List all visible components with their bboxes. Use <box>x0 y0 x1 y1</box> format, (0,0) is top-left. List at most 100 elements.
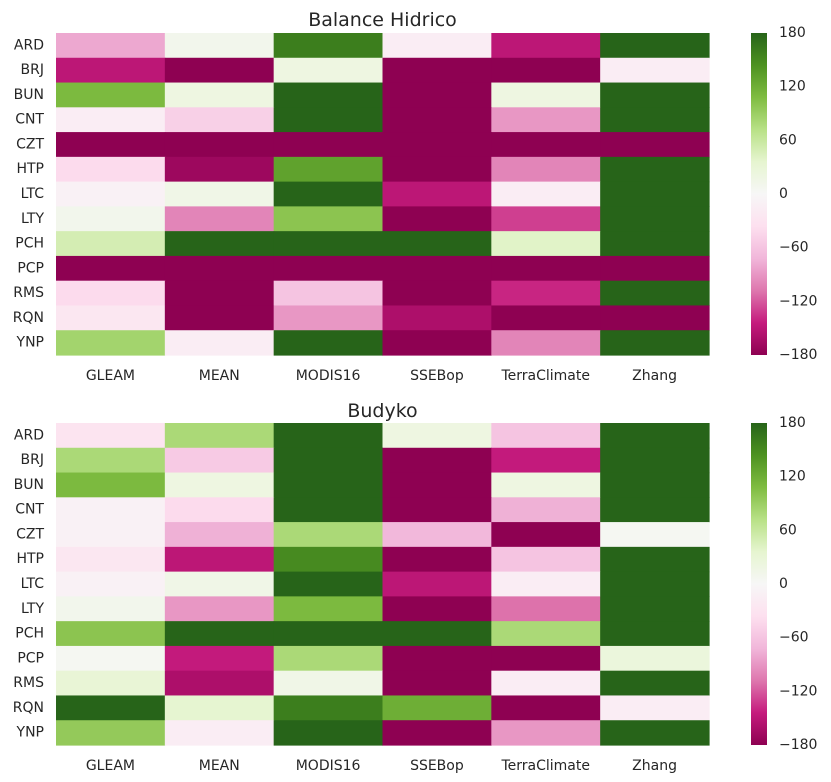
heatmap-cell-brj-ssebop <box>382 447 492 474</box>
heatmap-cell-czt-ssebop <box>382 132 492 158</box>
heatmap-cell-czt-gleam <box>56 522 166 548</box>
heatmap-cells <box>56 33 710 356</box>
heatmap-cell-lty-ssebop <box>382 596 492 622</box>
heatmap-cell-ltc-terraclimate <box>491 181 601 207</box>
heatmap-cell-ltc-gleam <box>56 571 166 597</box>
column-label-modis16: MODIS16 <box>296 368 361 384</box>
heatmap-cell-ard-ssebop <box>382 33 492 59</box>
row-label-brj: BRJ <box>21 62 44 78</box>
heatmap-cell-htp-ssebop <box>382 156 492 183</box>
heatmap-cell-pcp-gleam <box>56 645 166 672</box>
heatmap-cells <box>56 423 710 746</box>
column-label-zhang: Zhang <box>632 368 677 384</box>
heatmap-cell-rms-gleam <box>56 670 166 697</box>
heatmap-cell-bun-modis16 <box>273 472 384 498</box>
row-label-rqn: RQN <box>13 310 44 326</box>
heatmap-cell-cnt-modis16 <box>273 497 384 523</box>
row-label-lty: LTY <box>21 211 44 227</box>
heatmap-cell-pcp-modis16 <box>273 645 384 672</box>
heatmap-cell-pcp-zhang <box>600 645 710 672</box>
heatmap-cell-ynp-modis16 <box>273 330 384 356</box>
heatmap-cell-cnt-terraclimate <box>491 497 601 523</box>
colorbar-tick-label: 120 <box>779 79 806 95</box>
row-label-ynp: YNP <box>16 335 44 351</box>
heatmap-cell-rqn-gleam <box>56 305 166 331</box>
row-label-czt: CZT <box>16 526 44 542</box>
colorbar-tick-label: −180 <box>779 737 817 753</box>
heatmap-cell-czt-zhang <box>600 522 710 548</box>
heatmap-cell-czt-modis16 <box>273 522 384 548</box>
heatmap-cell-ynp-terraclimate <box>491 330 601 356</box>
heatmap-cell-ynp-zhang <box>600 330 710 356</box>
heatmap-cell-pcp-terraclimate <box>491 645 601 672</box>
column-label-ssebop: SSEBop <box>410 368 464 384</box>
heatmap-cell-cnt-ssebop <box>382 107 492 133</box>
heatmap-cell-ynp-mean <box>164 720 275 746</box>
heatmap-cell-ard-mean <box>164 423 275 449</box>
heatmap-cell-ynp-zhang <box>600 720 710 746</box>
row-label-bun: BUN <box>14 477 44 493</box>
heatmap-cell-lty-modis16 <box>273 206 384 232</box>
row-label-cnt: CNT <box>15 502 44 518</box>
heatmap-cell-czt-terraclimate <box>491 522 601 548</box>
heatmap-cell-ltc-mean <box>164 571 275 597</box>
heatmap-cell-rms-ssebop <box>382 670 492 697</box>
heatmap-cell-ard-modis16 <box>273 33 384 59</box>
heatmap-cell-htp-mean <box>164 156 275 183</box>
heatmap-cell-ynp-ssebop <box>382 330 492 356</box>
heatmap-cell-pch-ssebop <box>382 231 492 257</box>
heatmap-cell-brj-gleam <box>56 57 166 84</box>
heatmap-cell-cnt-gleam <box>56 107 166 133</box>
heatmap-cell-rms-modis16 <box>273 670 384 697</box>
heatmap-cell-ltc-modis16 <box>273 181 384 207</box>
heatmap-cell-bun-gleam <box>56 82 166 108</box>
heatmap-cell-ynp-gleam <box>56 720 166 746</box>
row-label-cnt: CNT <box>15 112 44 128</box>
heatmap-cell-bun-terraclimate <box>491 472 601 498</box>
column-label-gleam: GLEAM <box>86 758 135 774</box>
colorbar-tick-label: 180 <box>779 25 806 41</box>
chart-title: Budyko <box>347 400 417 422</box>
heatmap-cell-pch-mean <box>164 231 275 257</box>
heatmap-cell-htp-modis16 <box>273 546 384 573</box>
colorbar-tick-label: −120 <box>779 293 817 309</box>
chart-title: Balance Hidrico <box>308 9 457 31</box>
heatmap-cell-czt-mean <box>164 132 275 158</box>
colorbar-tick-label: 60 <box>779 132 797 148</box>
heatmap-cell-czt-terraclimate <box>491 132 601 158</box>
heatmap-cell-htp-terraclimate <box>491 156 601 183</box>
heatmap-cell-czt-zhang <box>600 132 710 158</box>
heatmap-cell-cnt-zhang <box>600 107 710 133</box>
heatmap-cell-cnt-terraclimate <box>491 107 601 133</box>
colorbar-tick-label: 0 <box>779 576 788 592</box>
heatmap-cell-lty-modis16 <box>273 596 384 622</box>
colorbar-gradient <box>751 423 767 745</box>
heatmap-cell-cnt-ssebop <box>382 497 492 523</box>
heatmap-cell-ard-zhang <box>600 423 710 449</box>
heatmap-cell-rqn-terraclimate <box>491 695 601 721</box>
heatmap-cell-ard-modis16 <box>273 423 384 449</box>
colorbar-tick-label: 180 <box>779 415 806 431</box>
row-label-pch: PCH <box>15 236 44 252</box>
row-label-htp: HTP <box>16 161 44 177</box>
heatmap-cell-brj-mean <box>164 57 275 84</box>
row-label-ard: ARD <box>14 427 44 443</box>
heatmap-panel-budyko: Budyko ARD BRJ BUN CNT CZT HTP LTC LTY PCH PCP RMS R… <box>13 400 818 774</box>
column-label-terraclimate: TerraClimate <box>500 368 590 384</box>
heatmap-cell-ard-terraclimate <box>491 423 601 449</box>
heatmap-cell-ard-gleam <box>56 33 166 59</box>
heatmap-cell-brj-modis16 <box>273 57 384 84</box>
column-label-gleam: GLEAM <box>86 368 135 384</box>
heatmap-cell-brj-gleam <box>56 447 166 474</box>
colorbar-tick-label: 0 <box>779 186 788 202</box>
heatmap-cell-brj-terraclimate <box>491 57 601 84</box>
heatmap-cell-pch-mean <box>164 621 275 647</box>
colorbar: 180 120 60 0 −60 −120 −180 <box>751 25 817 363</box>
heatmap-cell-ard-zhang <box>600 33 710 59</box>
heatmap-cell-lty-terraclimate <box>491 206 601 232</box>
heatmap-cell-bun-ssebop <box>382 82 492 108</box>
heatmap-cell-rqn-modis16 <box>273 695 384 721</box>
heatmap-cell-pch-zhang <box>600 231 710 257</box>
heatmap-cell-ltc-ssebop <box>382 571 492 597</box>
heatmap-cell-rms-zhang <box>600 280 710 307</box>
